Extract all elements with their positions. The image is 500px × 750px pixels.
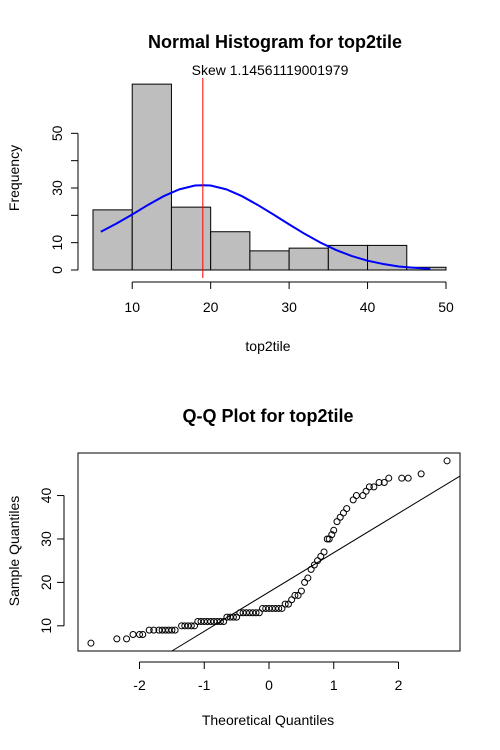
qq-point	[220, 617, 228, 625]
histogram-bar	[92, 209, 133, 271]
histogram-bars	[92, 83, 447, 271]
qq-point	[139, 631, 147, 638]
qq-x-tick-label: 0	[265, 677, 273, 693]
histogram-bar	[170, 206, 212, 271]
qq-point	[320, 548, 328, 556]
histogram-y-tick-label: 0	[49, 266, 65, 274]
qq-point	[145, 626, 153, 634]
qq-point	[187, 622, 195, 630]
histogram-x-label: top2tile	[245, 338, 290, 354]
qq-point	[398, 474, 406, 482]
histogram-y-tick-label: 30	[49, 180, 65, 196]
histogram-panel: Normal Histogram for top2tile Skew 1.145…	[6, 32, 454, 354]
qq-point	[349, 496, 357, 504]
qq-x-tick-label: 2	[395, 677, 403, 693]
qq-point	[352, 492, 360, 500]
histogram-x-tick-label: 50	[438, 299, 454, 315]
qq-plot-frame	[77, 452, 461, 652]
histogram-x-tick-label: 40	[360, 299, 376, 315]
qq-point	[365, 483, 373, 491]
qq-y-tick-label: 40	[38, 488, 54, 504]
qq-point	[168, 626, 176, 634]
qq-x-axis: -2 -1 0 1 2	[133, 661, 403, 693]
qq-point	[443, 457, 451, 465]
qq-point	[87, 639, 95, 647]
histogram-bar	[288, 247, 329, 271]
qq-point	[255, 609, 263, 617]
qq-y-tick-label: 20	[38, 574, 54, 590]
histogram-y-tick-label: 10	[49, 235, 65, 251]
qq-point	[297, 587, 305, 595]
qq-point	[129, 631, 137, 638]
qq-point	[375, 479, 383, 487]
histogram-subtitle: Skew 1.14561119001979	[192, 62, 349, 78]
qq-point	[317, 552, 325, 560]
qq-point	[191, 622, 199, 630]
histogram-y-label: Frequency	[6, 145, 22, 211]
qq-point	[417, 470, 425, 478]
qq-point	[171, 626, 179, 634]
qq-point	[281, 600, 289, 608]
qq-x-label: Theoretical Quantiles	[202, 712, 334, 728]
qq-point	[123, 635, 131, 643]
qq-point	[136, 631, 144, 638]
histogram-y-tick-label: 50	[49, 125, 65, 141]
qq-point	[336, 513, 344, 521]
qq-point	[310, 561, 318, 569]
qq-x-tick-label: -1	[198, 677, 211, 693]
qq-point	[307, 565, 315, 573]
qq-point	[304, 574, 312, 582]
normal-curve	[100, 184, 431, 270]
histogram-x-tick-label: 20	[203, 299, 219, 315]
histogram-bar	[210, 231, 251, 271]
qq-point	[252, 609, 260, 617]
qq-point	[359, 492, 367, 500]
qq-point	[233, 613, 241, 621]
qq-y-label: Sample Quantiles	[6, 496, 22, 607]
histogram-title: Normal Histogram for top2tile	[148, 32, 402, 52]
qq-point	[291, 591, 299, 599]
qq-point	[343, 505, 351, 513]
qq-panel: Q-Q Plot for top2tile -2 -1 0 1 2 10 20 30 40 T…	[6, 406, 461, 728]
qq-point	[328, 531, 336, 539]
histogram-x-axis: 10 20 30 40 50	[124, 281, 454, 315]
qq-point	[275, 604, 283, 612]
qq-point	[278, 604, 286, 612]
qq-title: Q-Q Plot for top2tile	[183, 406, 354, 426]
qq-point	[294, 591, 302, 599]
qq-point	[330, 526, 338, 534]
qq-points	[87, 457, 451, 647]
qq-x-tick-label: 1	[330, 677, 338, 693]
qq-point	[362, 487, 370, 495]
qq-y-axis: 10 20 30 40	[38, 488, 65, 634]
histogram-x-tick-label: 30	[281, 299, 297, 315]
qq-y-tick-label: 10	[38, 618, 54, 634]
qq-point	[113, 635, 121, 643]
histogram-bar	[131, 83, 172, 271]
qq-x-tick-label: -2	[133, 677, 146, 693]
histogram-y-axis: 0 10 30 50	[49, 125, 79, 274]
qq-point	[301, 578, 309, 586]
qq-point	[370, 483, 378, 491]
qq-point	[288, 596, 296, 604]
qq-point	[404, 474, 412, 482]
histogram-bar	[249, 250, 290, 271]
qq-point	[323, 535, 331, 543]
qq-point	[385, 474, 393, 482]
qq-point	[216, 617, 224, 625]
qq-point	[314, 557, 322, 565]
qq-point	[150, 626, 158, 634]
qq-point	[333, 518, 341, 526]
qq-y-tick-label: 30	[38, 531, 54, 547]
qq-point	[229, 613, 237, 621]
qq-point	[339, 509, 347, 517]
qq-point	[380, 479, 388, 487]
histogram-x-tick-label: 10	[124, 299, 140, 315]
qq-point	[284, 600, 292, 608]
